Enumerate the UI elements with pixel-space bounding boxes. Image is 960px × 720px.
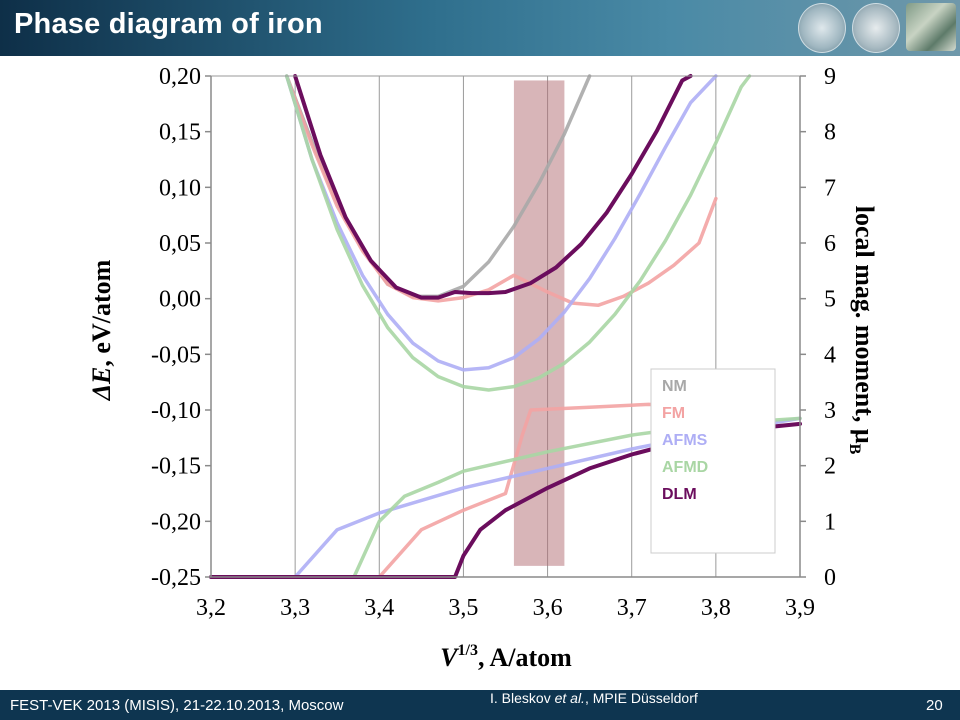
y2-tick-label: 1	[824, 509, 836, 535]
y-tick-label: 0,00	[159, 287, 201, 313]
y-tick-label: 0,15	[159, 120, 201, 146]
mpg-logo	[798, 3, 846, 53]
y2-axis-title: local mag. moment, μB	[846, 206, 879, 455]
y-tick-label: 0,20	[159, 64, 201, 90]
y2-tick-label: 2	[824, 454, 836, 480]
y2-tick-label: 0	[824, 565, 836, 591]
y-tick-label: -0,10	[151, 398, 201, 424]
footer-page-number: 20	[926, 697, 943, 714]
y2-tick-label: 9	[824, 64, 836, 90]
legend-box	[650, 368, 776, 554]
y-tick-label: 0,05	[159, 231, 201, 257]
series-afms-energy-line	[284, 74, 718, 372]
x-tick-label: 3,8	[701, 595, 731, 621]
y2-tick-label: 7	[824, 175, 836, 201]
y-tick-label: -0,25	[151, 565, 201, 591]
footer-conference: FEST-VEK 2013 (MISIS), 21-22.10.2013, Mo…	[10, 697, 344, 714]
y2-tick-label: 5	[824, 287, 836, 313]
y2-tick-label: 4	[824, 342, 836, 368]
y-tick-label: -0,20	[151, 509, 201, 535]
legend-entry-dlm: DLM	[662, 486, 697, 503]
slide-footer	[0, 690, 960, 720]
slide-title: Phase diagram of iron	[14, 8, 323, 40]
x-tick-label: 3,7	[617, 595, 647, 621]
series-afmd-energy-line	[284, 74, 752, 392]
series-fm-energy-line	[284, 74, 718, 308]
legend-entry-fm: FM	[662, 405, 685, 422]
axis-layer	[205, 75, 806, 578]
legend: NM FM AFMS AFMD DLM	[650, 368, 776, 554]
x-tick-label: 3,4	[364, 595, 394, 621]
y2-tick-label: 6	[824, 231, 836, 257]
legend-entry-afmd: AFMD	[662, 459, 708, 476]
x-axis-title: V1/3, A/atom	[440, 642, 572, 672]
phase-diagram-chart: 3,2 3,3 3,4 3,5 3,6 3,7 3,8 3,9 0,20 0,15 0,10 0,05…	[87, 64, 879, 672]
y2-tick-label: 3	[824, 398, 836, 424]
misis-logo	[852, 3, 900, 53]
legend-entry-nm: NM	[662, 378, 687, 395]
photo-logo	[906, 3, 956, 51]
series-fm-moment-line	[209, 402, 718, 579]
x-tick-label: 3,2	[196, 595, 226, 621]
legend-entry-afms: AFMS	[662, 432, 708, 449]
x-tick-label: 3,9	[785, 595, 815, 621]
y-tick-label: 0,10	[159, 175, 201, 201]
x-tick-label: 3,5	[448, 595, 478, 621]
y-tick-label: -0,15	[151, 454, 201, 480]
x-tick-label: 3,3	[280, 595, 310, 621]
series-dlm-energy-line	[293, 74, 693, 300]
y-axis-title: ΔE, eV/atom	[87, 259, 116, 401]
y2-tick-label: 8	[824, 120, 836, 146]
x-tick-label: 3,6	[533, 595, 563, 621]
footer-author: I. Bleskov et al., MPIE Düsseldorf	[490, 690, 698, 706]
y-tick-label: -0,05	[151, 342, 201, 368]
ticks-layer: 3,2 3,3 3,4 3,5 3,6 3,7 3,8 3,9 0,20 0,15 0,10 0,05…	[151, 64, 836, 621]
